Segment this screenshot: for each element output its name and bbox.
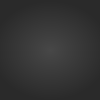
Bar: [69, 35, 71, 89]
Bar: [48, 46, 50, 89]
Bar: [71, 35, 73, 89]
Bar: [13, 55, 15, 89]
Bar: [59, 36, 60, 89]
Bar: [17, 53, 19, 89]
Bar: [36, 46, 38, 89]
Bar: [38, 46, 40, 89]
Bar: [65, 33, 66, 89]
Bar: [82, 31, 83, 89]
Bar: [84, 30, 85, 89]
Bar: [86, 27, 87, 89]
Bar: [34, 46, 35, 89]
Bar: [80, 33, 81, 89]
Bar: [67, 33, 69, 89]
Bar: [15, 54, 17, 89]
Bar: [55, 40, 56, 89]
Bar: [44, 46, 46, 89]
Bar: [61, 37, 62, 89]
Bar: [75, 35, 77, 89]
Bar: [28, 49, 29, 89]
Bar: [40, 45, 42, 89]
Bar: [20, 52, 21, 89]
Bar: [50, 46, 52, 89]
Bar: [53, 42, 54, 89]
Bar: [26, 50, 27, 89]
Bar: [73, 36, 75, 89]
Bar: [63, 35, 64, 89]
Bar: [46, 46, 48, 89]
Bar: [22, 51, 23, 89]
Bar: [32, 47, 33, 89]
Bar: [77, 33, 79, 89]
Bar: [57, 39, 58, 89]
Bar: [30, 47, 31, 89]
Bar: [88, 19, 89, 89]
Bar: [24, 51, 25, 89]
Bar: [42, 45, 44, 89]
